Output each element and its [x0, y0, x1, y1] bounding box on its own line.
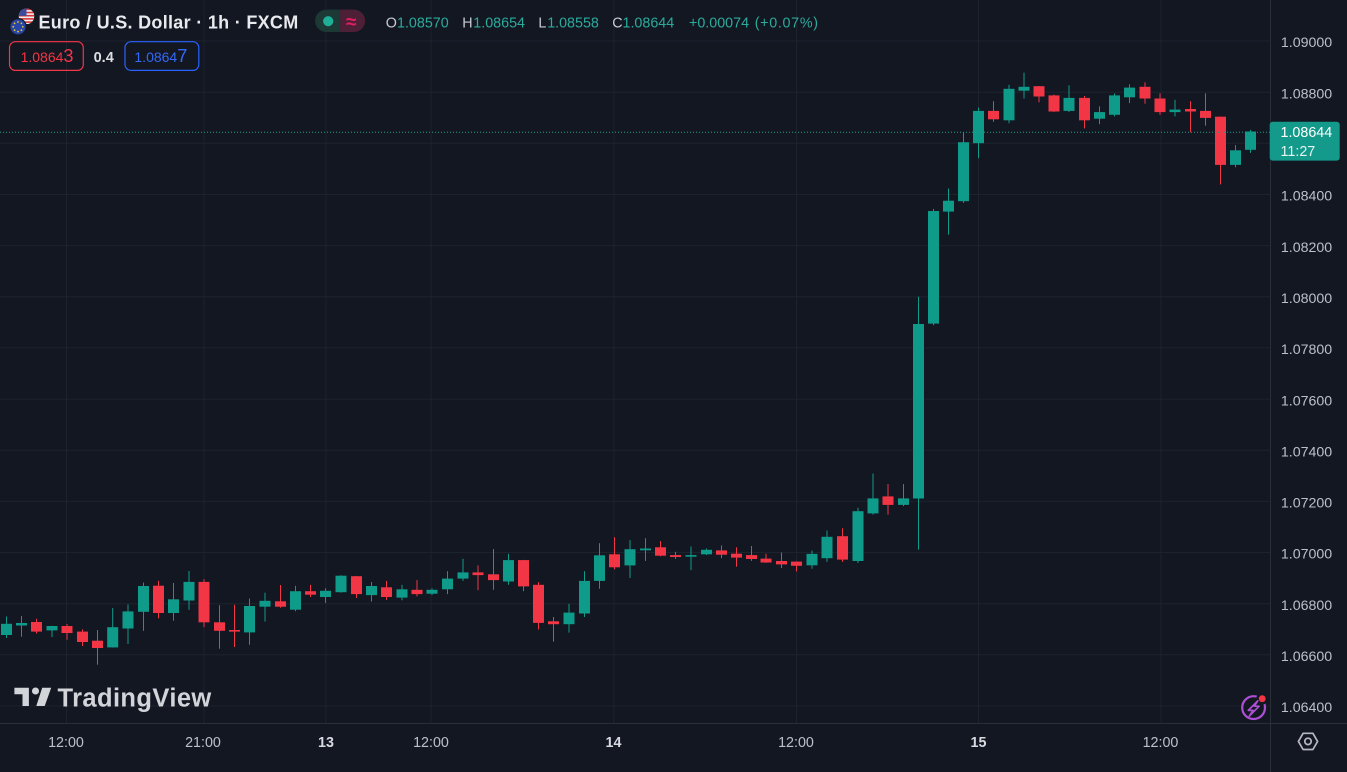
svg-text:O: O	[386, 15, 397, 31]
svg-text:13: 13	[318, 735, 334, 751]
svg-text:1.07200: 1.07200	[1281, 496, 1332, 512]
svg-text:15: 15	[971, 735, 987, 751]
svg-text:(+0.07%): (+0.07%)	[755, 15, 819, 31]
svg-text:21:00: 21:00	[185, 735, 221, 751]
svg-text:1.08570: 1.08570	[397, 15, 449, 31]
svg-text:12:00: 12:00	[778, 735, 814, 751]
svg-text:11:27: 11:27	[1281, 144, 1316, 160]
svg-text:1.07000: 1.07000	[1281, 547, 1332, 563]
svg-text:1.08643: 1.08643	[21, 46, 74, 66]
svg-text:1.08400: 1.08400	[1281, 189, 1332, 205]
svg-text:14: 14	[606, 735, 622, 751]
svg-text:H: H	[462, 15, 472, 31]
svg-text:1.08200: 1.08200	[1281, 240, 1332, 256]
svg-text:0.4: 0.4	[94, 50, 114, 66]
svg-text:12:00: 12:00	[48, 735, 84, 751]
svg-text:1.08558: 1.08558	[547, 15, 599, 31]
svg-text:TradingView: TradingView	[58, 685, 212, 713]
svg-text:12:00: 12:00	[413, 735, 449, 751]
svg-text:C: C	[612, 15, 622, 31]
svg-text:1.09000: 1.09000	[1281, 35, 1332, 51]
svg-text:11:30: 11:30	[344, 770, 379, 772]
svg-text:1.06400: 1.06400	[1281, 700, 1332, 716]
svg-text:1.07600: 1.07600	[1281, 393, 1332, 409]
svg-text:L: L	[538, 15, 546, 31]
svg-text:1.06600: 1.06600	[1281, 649, 1332, 665]
svg-text:1.08647: 1.08647	[134, 46, 187, 66]
svg-text:+0.00074: +0.00074	[689, 15, 749, 31]
svg-text:1.06800: 1.06800	[1281, 598, 1332, 614]
svg-text:12:00: 12:00	[1143, 735, 1179, 751]
svg-text:1.08000: 1.08000	[1281, 291, 1332, 307]
svg-text:≈: ≈	[346, 12, 357, 33]
svg-text:1.07400: 1.07400	[1281, 444, 1332, 460]
svg-text:1.08654: 1.08654	[473, 15, 525, 31]
svg-text:1.08800: 1.08800	[1281, 86, 1332, 102]
svg-text:1.08644: 1.08644	[623, 15, 675, 31]
svg-text:1.07800: 1.07800	[1281, 342, 1332, 358]
svg-text:1.08644: 1.08644	[1281, 125, 1333, 141]
svg-text:Euro / U.S. Dollar · 1h · FXCM: Euro / U.S. Dollar · 1h · FXCM	[39, 12, 299, 32]
